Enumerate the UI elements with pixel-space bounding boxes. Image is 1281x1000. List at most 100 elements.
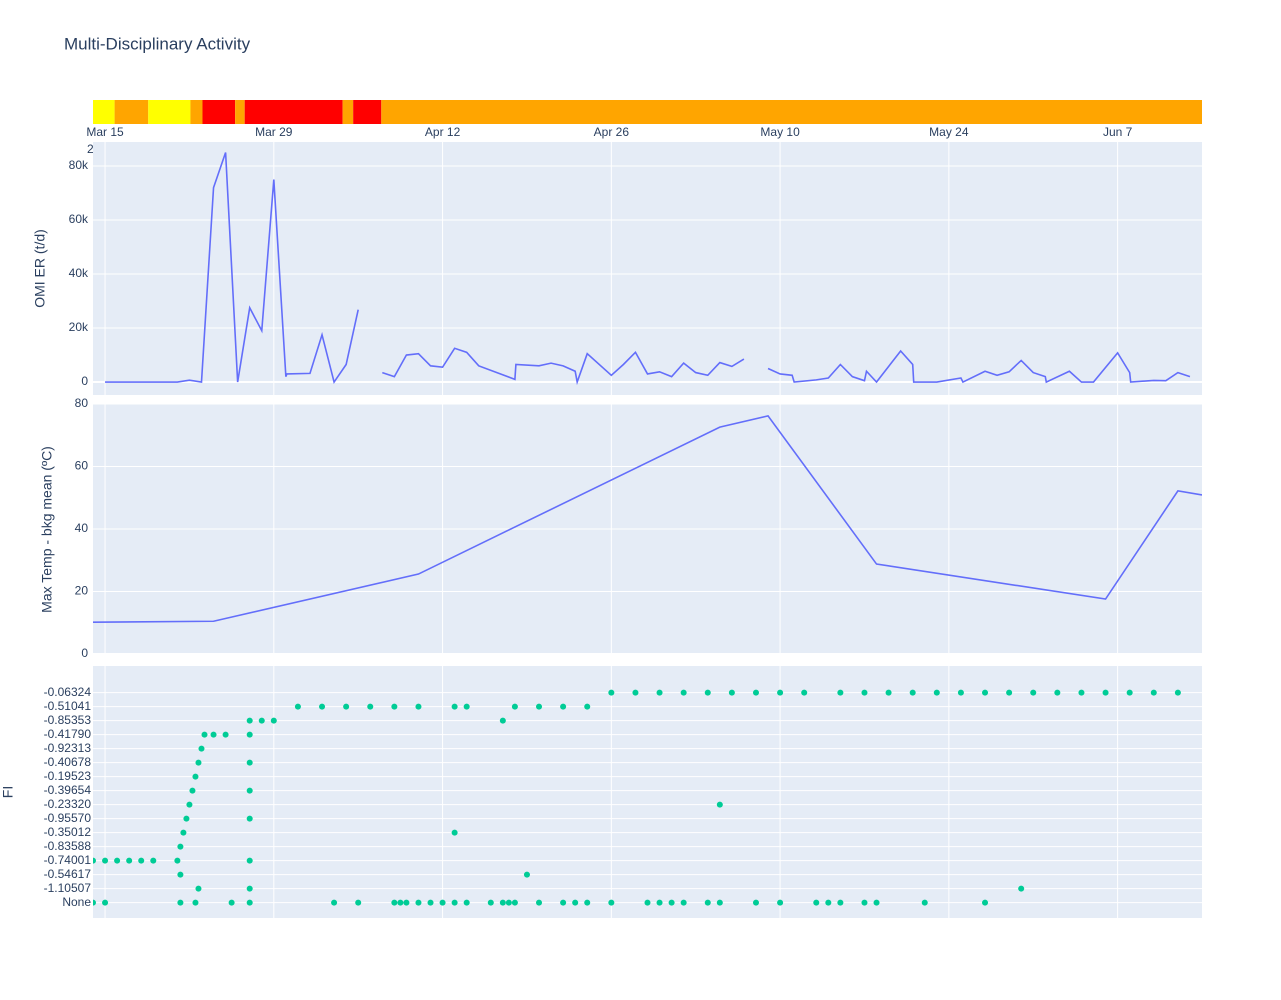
scatter-point (777, 689, 784, 696)
scatter-point (1018, 885, 1025, 892)
y-tick-label: 20k (69, 320, 89, 334)
scatter-point (246, 717, 253, 724)
scatter-point (451, 899, 458, 906)
scatter-point (1174, 689, 1181, 696)
scatter-point (560, 899, 567, 906)
x-tick-label: May 10 (760, 125, 800, 139)
scatter-point (180, 829, 187, 836)
y-tick-label: -0.06324 (44, 685, 92, 699)
scatter-point (246, 759, 253, 766)
y-tick-label: -0.95570 (44, 811, 92, 825)
scatter-point (933, 689, 940, 696)
scatter-point (704, 689, 711, 696)
y-tick-label: -0.35012 (44, 825, 92, 839)
y-axis-title: FI (0, 786, 16, 798)
x-tick-label: Apr 26 (594, 125, 630, 139)
scatter-point (873, 899, 880, 906)
scatter-point (343, 703, 350, 710)
band-segment (353, 100, 382, 124)
scatter-point (1054, 689, 1061, 696)
scatter-point (355, 899, 362, 906)
scatter-point (246, 885, 253, 892)
scatter-point (1030, 689, 1037, 696)
band-segment (190, 100, 203, 124)
scatter-point (451, 829, 458, 836)
scatter-point (210, 731, 217, 738)
y-tick-label: -0.51041 (44, 699, 92, 713)
scatter-point (415, 899, 422, 906)
plot-area (93, 666, 1202, 918)
scatter-point (246, 899, 253, 906)
scatter-point (608, 899, 615, 906)
y-tick-label: 80k (69, 158, 89, 172)
scatter-point (536, 703, 543, 710)
scatter-point (885, 689, 892, 696)
x-tick-label: May 24 (929, 125, 969, 139)
band-segment (202, 100, 236, 124)
y-tick-label: -0.92313 (44, 741, 92, 755)
y-tick-label: 0 (81, 646, 88, 660)
x-tick-label: Mar 15 (86, 125, 124, 139)
scatter-point (397, 899, 404, 906)
plot-area (93, 404, 1202, 655)
scatter-point (499, 717, 506, 724)
scatter-point (982, 689, 989, 696)
scatter-point (246, 731, 253, 738)
scatter-point (195, 759, 202, 766)
scatter-point (584, 899, 591, 906)
scatter-point (716, 899, 723, 906)
x-tick-label: Apr 12 (425, 125, 461, 139)
x-tick-label: Mar 29 (255, 125, 293, 139)
scatter-point (668, 899, 675, 906)
x-tick-label: Jun 7 (1103, 125, 1133, 139)
scatter-point (195, 885, 202, 892)
scatter-point (837, 899, 844, 906)
scatter-point (487, 899, 494, 906)
scatter-point (632, 689, 639, 696)
scatter-point (126, 857, 133, 864)
y-axis-title: OMI ER (t/d) (32, 229, 48, 308)
scatter-point (1150, 689, 1157, 696)
scatter-point (680, 689, 687, 696)
scatter-point (752, 689, 759, 696)
scatter-point (246, 815, 253, 822)
scatter-point (192, 899, 199, 906)
scatter-point (1102, 689, 1109, 696)
plot-background (93, 142, 1202, 395)
scatter-point (138, 857, 145, 864)
line (105, 152, 359, 384)
band-segment (235, 100, 245, 124)
y-tick-label: 40k (69, 266, 89, 280)
y-tick-label: -0.19523 (44, 769, 92, 783)
band-segment (244, 100, 343, 124)
band-segment (381, 100, 1202, 124)
scatter-point (728, 689, 735, 696)
scatter-point (716, 801, 723, 808)
y-tick-label: -0.40678 (44, 755, 92, 769)
scatter-point (177, 843, 184, 850)
scatter-point (499, 899, 506, 906)
scatter-point (150, 857, 157, 864)
scatter-point (93, 899, 96, 906)
scatter-point (536, 899, 543, 906)
y-tick-label: -0.54617 (44, 867, 92, 881)
scatter-point (1126, 689, 1133, 696)
scatter-point (1006, 689, 1013, 696)
scatter-point (921, 899, 928, 906)
y-tick-label: -0.74001 (44, 853, 92, 867)
band-segment (93, 100, 115, 124)
scatter-point (608, 689, 615, 696)
band-segment (114, 100, 149, 124)
y-tick-label: -0.83588 (44, 839, 92, 853)
scatter-point (813, 899, 820, 906)
scatter-point (656, 689, 663, 696)
scatter-point (451, 703, 458, 710)
y-tick-label: -1.10507 (44, 881, 92, 895)
y-tick-label: 40 (75, 521, 89, 535)
y-tick-label: 20 (75, 584, 89, 598)
scatter-point (222, 731, 229, 738)
scatter-point (270, 717, 277, 724)
scatter-point (861, 899, 868, 906)
scatter-point (246, 787, 253, 794)
scatter-point (1078, 689, 1085, 696)
